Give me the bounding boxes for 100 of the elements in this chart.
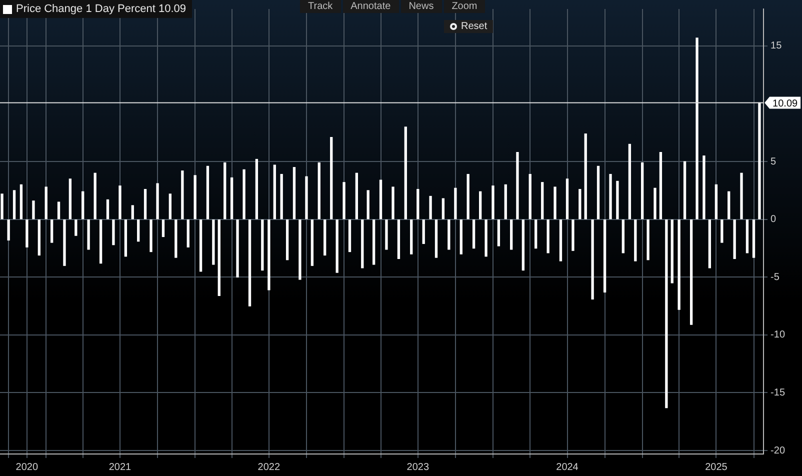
bar xyxy=(330,136,333,220)
bar xyxy=(410,220,413,254)
legend-label: Price Change 1 Day Percent 10.09 xyxy=(16,3,186,15)
bar xyxy=(26,220,28,248)
bar xyxy=(50,220,54,243)
bar xyxy=(454,188,457,220)
annotation: Reset xyxy=(461,21,488,32)
bar xyxy=(361,220,364,268)
bar xyxy=(690,220,693,325)
bar xyxy=(659,152,662,220)
bar xyxy=(20,184,23,220)
bar xyxy=(44,186,48,220)
bar xyxy=(273,164,276,220)
bar xyxy=(280,174,283,220)
bar xyxy=(150,220,152,252)
annotation: Track xyxy=(300,0,341,13)
bar xyxy=(57,202,60,220)
bar xyxy=(516,152,519,220)
bar xyxy=(212,220,215,265)
y-tick-label: -15 xyxy=(770,387,786,398)
bar xyxy=(156,183,159,220)
bar xyxy=(752,220,756,258)
bar xyxy=(248,220,252,306)
bar xyxy=(38,220,41,256)
annotation: Zoom xyxy=(444,0,486,13)
bar xyxy=(442,198,445,220)
bar xyxy=(466,174,470,220)
bar xyxy=(404,126,407,220)
bar xyxy=(186,220,190,248)
bar xyxy=(255,158,258,220)
bar xyxy=(510,220,513,250)
x-tick-label: 2025 xyxy=(705,462,728,473)
bar xyxy=(94,172,96,220)
bar xyxy=(603,220,606,293)
bar xyxy=(305,176,308,220)
bar xyxy=(298,220,302,280)
bar xyxy=(118,186,122,220)
bar xyxy=(63,220,66,266)
bar xyxy=(622,220,624,254)
bar xyxy=(366,190,370,220)
bar xyxy=(372,220,376,265)
x-tick-label: 2020 xyxy=(16,462,38,473)
bar xyxy=(12,190,16,220)
bar xyxy=(230,177,234,220)
annotation: News xyxy=(400,0,442,13)
ref-line-label: 10.09 xyxy=(772,98,798,110)
bar xyxy=(87,220,90,250)
bar xyxy=(144,188,147,220)
bar xyxy=(702,155,706,220)
y-tick-label: 0 xyxy=(770,214,777,226)
bar xyxy=(74,220,78,236)
x-tick-label: 2023 xyxy=(406,462,430,473)
bar xyxy=(181,170,184,220)
bar xyxy=(740,172,743,220)
bar xyxy=(708,220,712,268)
bar xyxy=(733,220,736,259)
bar xyxy=(355,172,358,220)
bar xyxy=(292,167,296,220)
bar xyxy=(268,220,270,290)
bar xyxy=(678,220,680,310)
bar xyxy=(242,169,246,220)
bar xyxy=(746,220,749,254)
bar xyxy=(504,184,507,220)
y-tick-label: -5 xyxy=(770,272,780,283)
bar xyxy=(728,191,730,220)
bar xyxy=(206,166,210,220)
y-tick-label: -20 xyxy=(770,445,786,456)
bar xyxy=(634,220,637,262)
bar xyxy=(286,220,289,260)
bar xyxy=(429,196,432,220)
bar xyxy=(720,220,724,243)
bar xyxy=(434,220,438,258)
bar xyxy=(497,220,500,246)
bar xyxy=(131,205,134,220)
bar xyxy=(572,220,574,251)
bar xyxy=(460,220,462,254)
bar xyxy=(416,188,420,220)
bar xyxy=(392,186,394,220)
bar xyxy=(670,220,674,284)
bar xyxy=(654,188,656,220)
bar xyxy=(397,220,400,259)
bar xyxy=(479,191,482,220)
bar xyxy=(665,220,668,408)
bar xyxy=(348,220,352,252)
bar xyxy=(628,144,632,220)
bar xyxy=(168,194,172,220)
bar xyxy=(336,220,338,273)
bar xyxy=(112,220,115,246)
bar xyxy=(32,200,35,220)
bar xyxy=(324,220,326,256)
bar xyxy=(683,161,686,220)
bar xyxy=(99,220,102,264)
bar xyxy=(596,166,600,220)
bar xyxy=(137,220,140,242)
bar xyxy=(7,220,10,240)
bar xyxy=(106,199,110,220)
bar xyxy=(554,186,556,220)
bar xyxy=(484,220,488,257)
bar xyxy=(646,220,650,260)
bar xyxy=(492,186,494,220)
